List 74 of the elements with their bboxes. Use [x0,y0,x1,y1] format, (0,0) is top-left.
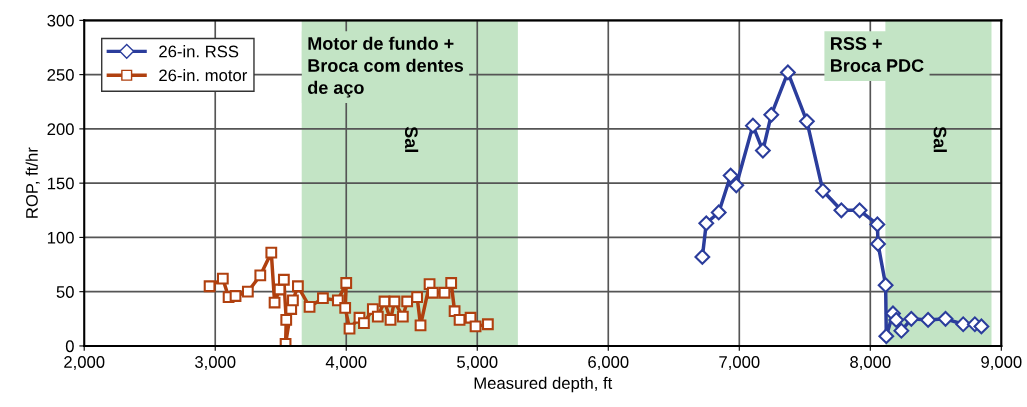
point [292,280,304,293]
point [384,314,397,326]
point [698,215,715,232]
point [453,314,466,326]
x-tick-label: 7,000 [719,356,760,370]
point [869,216,886,233]
point [411,291,424,304]
point [833,202,850,219]
legend-label: 26-in. motor [159,68,248,82]
point [203,280,216,293]
point [937,310,954,327]
y-tick-label: 250 [47,69,74,81]
x-tick-label: 3,000 [195,356,236,370]
point [763,106,780,123]
point [798,113,815,130]
legend-label: 26-in. RSS [159,45,239,58]
point [303,300,316,313]
point [396,310,409,323]
point [920,311,936,328]
point [754,142,771,159]
point [481,318,494,331]
point [216,272,229,285]
point [265,246,278,259]
x-tick-label: 8,000 [850,356,891,370]
point [877,277,894,294]
band-label: Sal [404,126,419,153]
point [241,285,254,298]
point [973,318,990,335]
y-axis-title: ROP, ft/hr [25,147,40,218]
point [268,296,281,309]
point [870,236,886,252]
point [469,320,482,333]
point [878,328,895,345]
annotation: RSS + Broca PDC [831,37,924,72]
point [277,273,290,286]
point [339,302,352,314]
point [229,290,242,302]
x-tick-label: 5,000 [457,356,498,370]
y-tick-label: 100 [47,231,74,244]
point [779,64,796,81]
point [722,167,739,184]
point [287,294,299,307]
point [254,269,267,282]
y-tick-label: 300 [47,14,74,27]
point [414,319,427,332]
point [893,322,910,339]
point [888,311,905,328]
point [358,317,370,330]
point [371,310,384,323]
point [438,286,451,299]
point [745,117,761,134]
x-tick-label: 2,000 [64,356,105,370]
point [340,277,353,289]
point [280,314,293,326]
point [317,292,329,305]
point [814,182,831,199]
point [710,204,727,221]
point [851,202,868,219]
y-tick-label: 150 [47,177,74,190]
point [388,295,401,308]
annotation: Motor de fundo + Broca com dentes de aço [308,36,464,98]
point [903,310,920,327]
point [426,286,439,299]
point [728,177,745,194]
y-tick-label: 200 [47,123,74,136]
x-axis-title: Measured depth, ft [474,376,613,393]
point [694,249,711,265]
point [445,277,458,289]
y-tick-label: 0 [65,340,74,353]
x-tick-label: 4,000 [325,356,367,370]
band-label: Sal [933,126,947,153]
x-tick-label: 6,000 [588,356,629,370]
x-tick-label: 9,000 [981,356,1022,370]
y-tick-label: 50 [56,286,74,298]
